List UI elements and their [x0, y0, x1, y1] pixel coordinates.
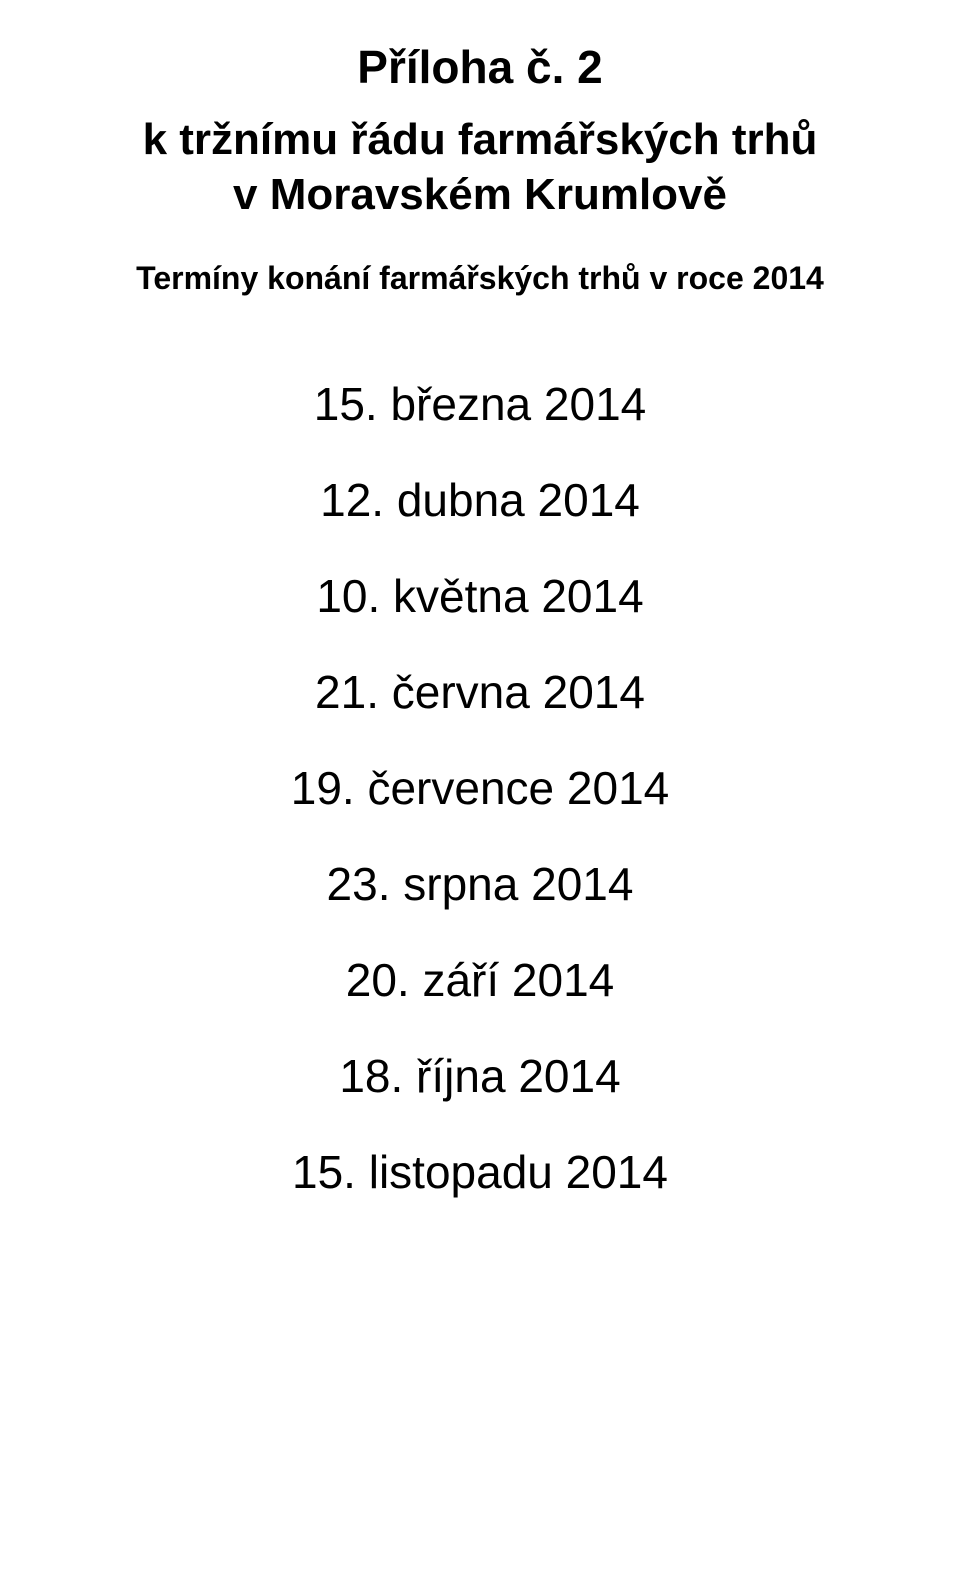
- list-item: 10. května 2014: [316, 569, 643, 623]
- list-item: 15. listopadu 2014: [292, 1145, 668, 1199]
- subtitle-line-2: v Moravském Krumlově: [233, 170, 727, 219]
- list-item: 23. srpna 2014: [327, 857, 634, 911]
- caption: Termíny konání farmářských trhů v roce 2…: [0, 260, 960, 297]
- list-item: 20. září 2014: [346, 953, 615, 1007]
- list-item: 15. března 2014: [314, 377, 647, 431]
- list-item: 19. července 2014: [291, 761, 670, 815]
- list-item: 18. října 2014: [339, 1049, 620, 1103]
- page-subtitle: k tržnímu řádu farmářských trhů v Moravs…: [0, 112, 960, 222]
- dates-list: 15. března 2014 12. dubna 2014 10. květn…: [0, 377, 960, 1199]
- page-title: Příloha č. 2: [0, 40, 960, 94]
- subtitle-line-1: k tržnímu řádu farmářských trhů: [143, 115, 818, 164]
- document-page: Příloha č. 2 k tržnímu řádu farmářských …: [0, 0, 960, 1574]
- list-item: 21. června 2014: [315, 665, 645, 719]
- list-item: 12. dubna 2014: [320, 473, 640, 527]
